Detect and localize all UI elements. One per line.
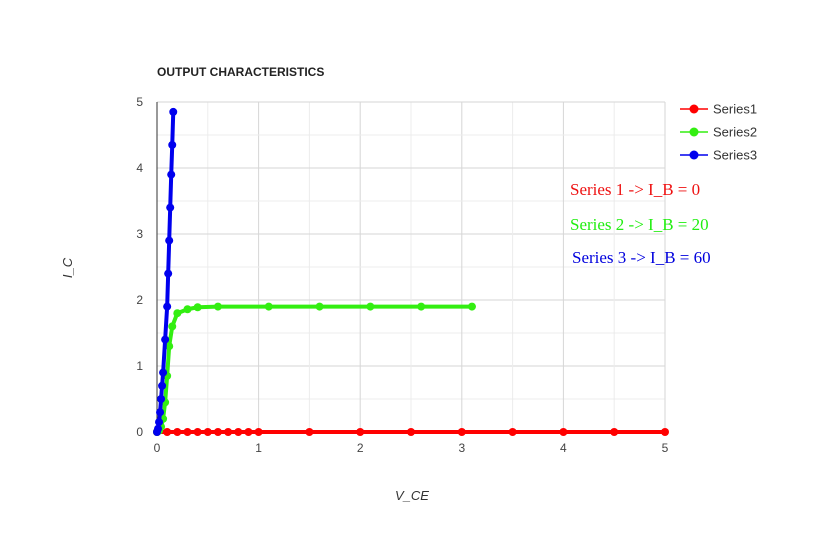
legend-item: Series2 bbox=[680, 125, 757, 140]
data-point bbox=[164, 269, 173, 278]
data-point bbox=[559, 428, 568, 436]
data-point bbox=[156, 408, 165, 417]
series-3 bbox=[153, 107, 178, 436]
data-point bbox=[183, 305, 192, 314]
x-tick-label: 1 bbox=[255, 441, 262, 455]
data-point bbox=[417, 302, 426, 311]
data-point bbox=[234, 428, 243, 436]
data-point bbox=[264, 302, 273, 311]
legend-swatch-marker bbox=[689, 150, 699, 160]
legend-swatch-marker bbox=[689, 104, 699, 114]
data-point bbox=[183, 428, 192, 436]
data-point bbox=[158, 381, 167, 390]
data-point bbox=[168, 140, 177, 149]
data-point bbox=[163, 428, 172, 436]
data-point bbox=[224, 428, 233, 436]
data-point bbox=[166, 203, 175, 212]
data-point bbox=[159, 368, 168, 377]
data-point bbox=[155, 418, 164, 427]
series-annotation: Series 1 -> I_B = 0 bbox=[570, 180, 700, 199]
data-point bbox=[157, 395, 166, 403]
data-point bbox=[407, 428, 415, 436]
legend-label: Series3 bbox=[713, 148, 757, 163]
y-tick-label: 2 bbox=[136, 293, 143, 307]
data-point bbox=[169, 107, 178, 116]
y-tick-label: 5 bbox=[136, 95, 143, 109]
data-point bbox=[366, 302, 375, 311]
x-axis-label: V_CE bbox=[395, 488, 429, 503]
data-point bbox=[165, 236, 174, 245]
legend-label: Series2 bbox=[713, 125, 757, 140]
y-axis-label: I_C bbox=[60, 257, 75, 278]
data-point bbox=[193, 428, 202, 436]
data-point bbox=[167, 170, 176, 179]
x-tick-label: 3 bbox=[458, 441, 465, 455]
series-annotation: Series 2 -> I_B = 20 bbox=[570, 215, 709, 234]
data-point bbox=[244, 428, 253, 436]
x-tick-label: 0 bbox=[154, 441, 161, 455]
data-point bbox=[173, 309, 182, 318]
y-tick-label: 4 bbox=[136, 161, 143, 175]
y-axis-ticks: 0 1 2 3 4 5 bbox=[136, 95, 143, 439]
data-point bbox=[661, 428, 669, 436]
legend-label: Series1 bbox=[713, 102, 757, 117]
data-point bbox=[356, 428, 365, 436]
y-tick-label: 1 bbox=[136, 359, 143, 373]
data-point bbox=[203, 428, 212, 436]
data-point bbox=[457, 428, 466, 436]
data-point bbox=[610, 428, 619, 436]
legend: Series1 Series2 Series3 bbox=[680, 102, 757, 163]
series-layer bbox=[153, 107, 669, 436]
legend-item: Series1 bbox=[680, 102, 757, 117]
data-point bbox=[213, 428, 222, 436]
data-point bbox=[168, 322, 177, 331]
x-tick-label: 2 bbox=[357, 441, 364, 455]
grid bbox=[156, 101, 666, 433]
legend-swatch-marker bbox=[689, 127, 699, 137]
data-point bbox=[154, 424, 163, 433]
x-axis-ticks: 0 1 2 3 4 5 bbox=[154, 441, 669, 455]
series-1 bbox=[153, 428, 669, 436]
data-point bbox=[173, 428, 182, 436]
chart-title: OUTPUT CHARACTERISTICS bbox=[157, 65, 324, 79]
data-point bbox=[254, 428, 263, 436]
y-tick-label: 3 bbox=[136, 227, 143, 241]
y-tick-label: 0 bbox=[136, 425, 143, 439]
data-point bbox=[165, 342, 174, 351]
annotations: Series 1 -> I_B = 0 Series 2 -> I_B = 20 S… bbox=[570, 180, 711, 267]
data-point bbox=[305, 428, 314, 436]
data-point bbox=[508, 428, 517, 436]
x-tick-label: 4 bbox=[560, 441, 567, 455]
data-point bbox=[467, 302, 476, 311]
series-line bbox=[155, 304, 474, 434]
data-point bbox=[213, 302, 222, 311]
x-tick-label: 5 bbox=[662, 441, 669, 455]
series-annotation: Series 3 -> I_B = 60 bbox=[572, 248, 711, 267]
data-point bbox=[161, 335, 170, 344]
data-point bbox=[193, 303, 202, 312]
series-2 bbox=[153, 302, 476, 436]
data-point bbox=[315, 302, 324, 311]
data-point bbox=[163, 302, 172, 311]
legend-item: Series3 bbox=[680, 148, 757, 163]
